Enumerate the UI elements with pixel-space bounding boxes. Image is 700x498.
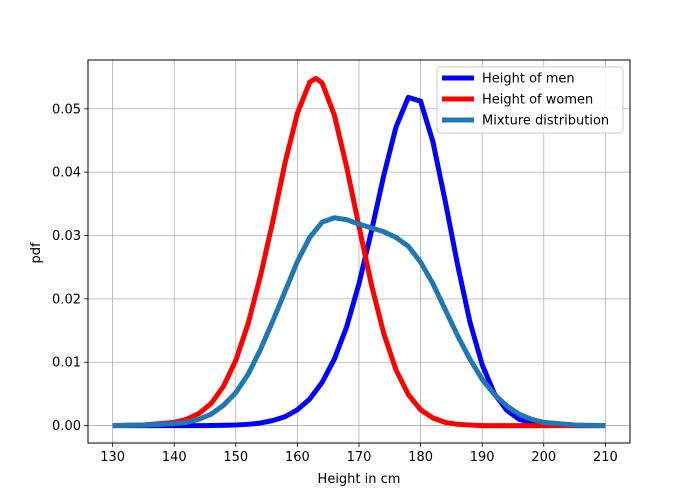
legend-box <box>436 66 624 134</box>
series-line-1 <box>112 75 606 429</box>
x-tick-label-0: 130 <box>100 450 125 465</box>
x-tick-label-6: 190 <box>470 450 495 465</box>
x-tick-label-7: 200 <box>531 450 556 465</box>
y-axis-label: pdf <box>29 242 44 264</box>
x-tick-label-3: 160 <box>285 450 310 465</box>
legend-label-1: Height of women <box>482 93 593 108</box>
y-tick-label-4: 0.04 <box>52 166 81 181</box>
y-tick-label-1: 0.01 <box>52 356 81 371</box>
y-tick-label-5: 0.05 <box>52 102 81 117</box>
y-tick-label-2: 0.02 <box>52 292 81 307</box>
legend-label-0: Height of men <box>482 72 575 87</box>
x-tick-label-4: 170 <box>347 450 372 465</box>
series-line-0 <box>112 94 606 429</box>
x-axis-label: Height in cm <box>318 472 401 487</box>
ticks: 130 140 150 160 170 180 190 200 210 0.00 0.01 0.02 0… <box>52 102 618 465</box>
series-lines <box>112 75 606 429</box>
x-tick-label-1: 140 <box>162 450 187 465</box>
y-tick-label-3: 0.03 <box>52 229 81 244</box>
x-tick-label-8: 210 <box>593 450 618 465</box>
y-tick-label-0: 0.00 <box>52 419 81 434</box>
legend-label-2: Mixture distribution <box>482 114 609 129</box>
series-line-2 <box>112 215 606 429</box>
x-tick-label-5: 180 <box>408 450 433 465</box>
x-tick-label-2: 150 <box>223 450 248 465</box>
legend: Height of men Height of women Mixture dist… <box>436 66 624 134</box>
